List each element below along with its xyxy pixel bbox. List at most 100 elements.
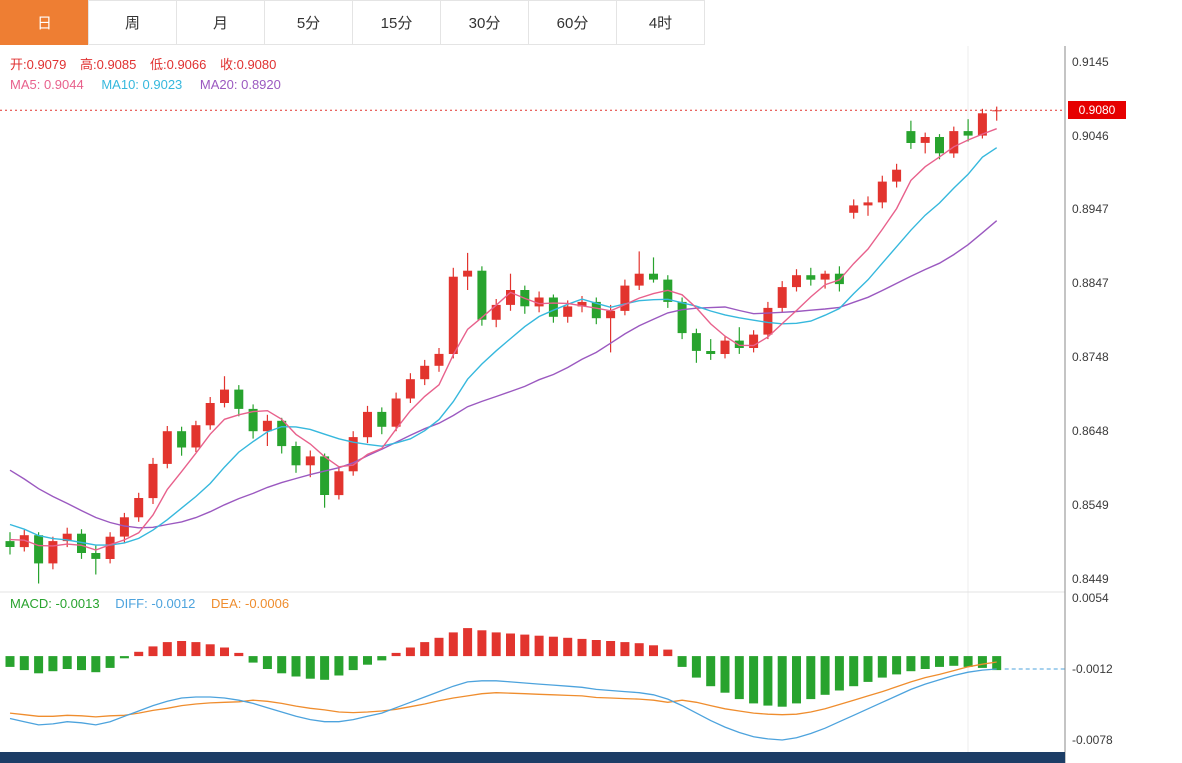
macd-bar	[277, 656, 287, 674]
chart-scrollbar[interactable]	[0, 752, 1065, 763]
candle-body	[920, 137, 930, 143]
macd-bar	[134, 651, 144, 657]
macd-bar	[763, 656, 773, 706]
ma-legend: MA5: 0.9044 MA10: 0.9023 MA20: 0.8920	[10, 77, 295, 92]
diff-value-legend: DIFF: -0.0012	[115, 596, 196, 611]
candle-body	[577, 301, 587, 307]
macd-bar	[405, 647, 415, 657]
candle-body	[620, 285, 630, 311]
tab-60min[interactable]: 60分	[528, 0, 617, 45]
macd-bar	[34, 656, 44, 674]
candle-body	[820, 273, 830, 280]
macd-bar	[491, 632, 501, 657]
candle-body	[491, 304, 501, 320]
ma10-legend: MA10: 0.9023	[101, 77, 183, 92]
macd-bar	[520, 634, 530, 657]
ohlc-high: 高:0.9085	[80, 57, 137, 72]
macd-bar	[734, 656, 744, 700]
dea-line	[9, 661, 997, 718]
candle-body	[763, 307, 773, 335]
candle-body	[806, 275, 816, 280]
candle-body	[277, 420, 287, 447]
ma20-line	[9, 220, 998, 529]
macd-bar	[920, 656, 930, 669]
macd-bar	[77, 656, 86, 671]
macd-bar	[5, 656, 15, 667]
macd-bar	[877, 656, 887, 678]
dea-value-legend: DEA: -0.0006	[211, 596, 290, 611]
macd-bar	[434, 637, 444, 657]
macd-bar	[634, 643, 644, 657]
candle-body	[977, 113, 987, 136]
macd-bar	[949, 656, 959, 666]
macd-bar	[663, 649, 673, 657]
candle-body	[377, 411, 387, 427]
macd-bar	[806, 656, 816, 700]
candle-body	[191, 425, 201, 448]
tab-15min[interactable]: 15分	[352, 0, 441, 45]
macd-bar	[177, 641, 187, 657]
macd-bar	[963, 656, 973, 667]
candle-body	[334, 471, 344, 496]
macd-bar	[706, 656, 716, 687]
ma20-legend: MA20: 0.8920	[199, 77, 281, 92]
tab-monthly[interactable]: 月	[176, 0, 265, 45]
macd-bar	[992, 656, 1002, 671]
macd-bar	[220, 647, 229, 657]
macd-bar	[262, 656, 272, 669]
macd-bar	[649, 645, 658, 657]
tab-weekly[interactable]: 周	[88, 0, 177, 45]
macd-bar	[119, 656, 129, 659]
tab-daily[interactable]: 日	[0, 0, 89, 45]
tab-4hour[interactable]: 4时	[616, 0, 705, 45]
candle-body	[348, 437, 358, 472]
macd-bar	[248, 656, 258, 663]
macd-bar	[291, 656, 301, 677]
macd-bar	[591, 640, 601, 657]
candle-body	[19, 535, 29, 548]
macd-bar	[849, 656, 859, 687]
macd-bar	[162, 642, 172, 657]
candlestick-chart-canvas[interactable]	[0, 46, 1182, 763]
candle-body	[234, 389, 244, 409]
candle-body	[262, 420, 272, 432]
macd-bar	[148, 646, 158, 657]
ohlc-open: 开:0.9079	[10, 57, 67, 72]
ohlc-legend: 开:0.9079 高:0.9085 低:0.9066 收:0.9080	[10, 54, 286, 73]
candle-body	[91, 553, 101, 559]
candle-body	[205, 403, 215, 426]
macd-bar	[506, 633, 515, 657]
candle-body	[305, 456, 315, 466]
macd-bar	[620, 642, 630, 657]
candle-body	[877, 181, 887, 203]
macd-bar	[391, 652, 401, 657]
macd-bar	[906, 656, 916, 672]
candle-body	[105, 536, 115, 559]
macd-bar	[691, 656, 701, 678]
candle-body	[177, 431, 187, 448]
candle-body	[506, 290, 515, 305]
macd-bar	[548, 636, 558, 657]
candle-body	[534, 297, 544, 307]
macd-bar	[420, 642, 430, 657]
macd-legend: MACD: -0.0013 DIFF: -0.0012 DEA: -0.0006	[10, 596, 301, 611]
candle-body	[720, 340, 730, 354]
candle-body	[777, 287, 787, 308]
macd-bar	[334, 656, 344, 676]
candle-body	[248, 408, 258, 432]
candle-body	[363, 411, 372, 438]
tab-30min[interactable]: 30分	[440, 0, 529, 45]
macd-bar	[792, 656, 801, 704]
candle-body	[649, 273, 658, 280]
candle-body	[892, 169, 902, 182]
macd-bar	[348, 656, 358, 671]
candle-body	[420, 365, 430, 380]
tab-5min[interactable]: 5分	[264, 0, 353, 45]
candle-body	[935, 137, 944, 154]
candle-body	[591, 301, 601, 319]
macd-bar	[749, 656, 759, 704]
candle-body	[134, 498, 144, 518]
macd-bar	[677, 656, 687, 667]
candle-body	[906, 131, 916, 143]
macd-bar	[720, 656, 730, 693]
